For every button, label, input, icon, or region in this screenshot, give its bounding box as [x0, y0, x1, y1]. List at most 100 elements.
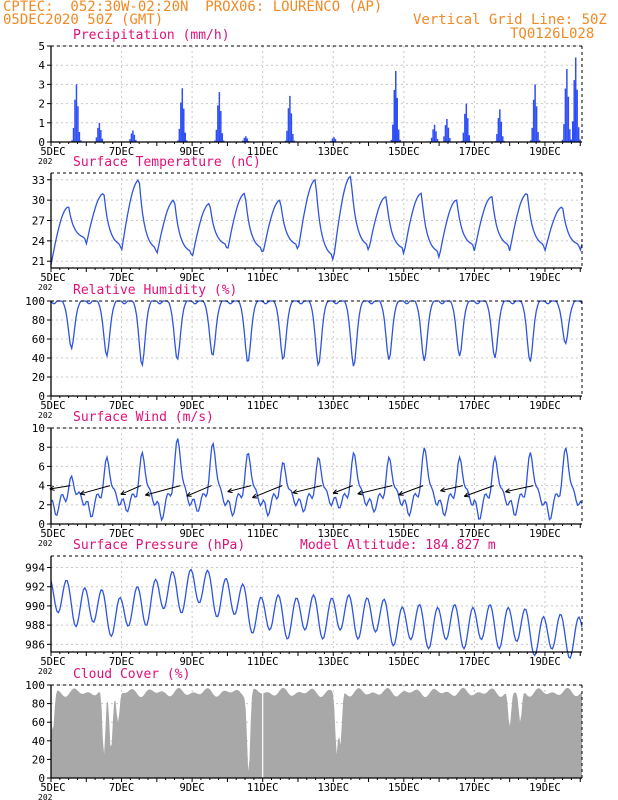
wind-vector [505, 485, 534, 493]
wind-vector [186, 485, 212, 497]
precip-bar [579, 139, 581, 142]
precip-bar [399, 139, 401, 142]
wind-arrowhead [505, 488, 511, 494]
wind-vector [357, 485, 393, 495]
precip-bar [433, 124, 436, 142]
x-tick-label: 5DEC [40, 400, 65, 412]
y-tick-label: 60 [32, 716, 45, 729]
precip-bar [78, 131, 81, 142]
y-tick-label: 100 [25, 295, 45, 308]
precip-bar [286, 130, 288, 142]
y-tick-label: 986 [25, 638, 45, 651]
cloud-cover-area [51, 687, 582, 778]
header-run-time: 05DEC2020 50Z (GMT) [3, 12, 164, 28]
x-tick-label: 19DEC [529, 400, 561, 412]
x-tick-label: 13DEC [317, 528, 349, 540]
precip-bar [95, 137, 98, 142]
x-tick-label: 13DEC [317, 782, 349, 794]
precip-bar [572, 121, 574, 142]
x-tick-label: 15DEC [388, 782, 420, 794]
x-tick-label: 5DEC [40, 272, 65, 284]
precip-bar [576, 89, 578, 142]
precip-bar [290, 113, 293, 142]
precip-bar [563, 124, 565, 142]
x-tick-label: 11DEC [247, 528, 279, 540]
model-altitude-label: Model Altitude: 184.827 m [300, 538, 496, 553]
precip-bar [532, 99, 535, 142]
precip-bar [246, 138, 249, 142]
x-tick-label: 5DEC [40, 782, 65, 794]
precip-bar [178, 128, 181, 142]
x-tick-label: 15DEC [388, 272, 420, 284]
panel-surface-pressure: 986 988 990 992 994 5DEC 7DEC 9DEC 11DEC 13DEC 15D… [25, 538, 583, 676]
precip-bar [220, 111, 222, 142]
wind-arrowhead [398, 490, 404, 496]
precip-bar [430, 137, 433, 142]
wind-vector [252, 485, 283, 499]
precip-bar [292, 133, 294, 142]
x-tick-label: 9DEC [179, 146, 204, 158]
y-tick-label: 6 [38, 460, 45, 473]
x-tick-label: 17DEC [459, 400, 491, 412]
precip-bar [289, 95, 291, 142]
precip-bar [566, 69, 568, 142]
y-tick-label: 80 [32, 698, 45, 711]
precip-bar [223, 140, 225, 142]
precip-bar [217, 105, 219, 142]
precip-bar [499, 109, 501, 142]
panel-relative-humidity: 0 20 40 60 80 100 5DEC 7DEC 9DEC 11DEC 13DEC 15DEC 1… [25, 283, 583, 420]
x-tick-label: 13DEC [317, 400, 349, 412]
wind-vector [464, 485, 494, 497]
precip-bar [284, 140, 287, 142]
y-tick-label: 0 [38, 390, 45, 403]
y-tick-label: 992 [25, 581, 45, 594]
relative-humidity-line [50, 300, 583, 368]
precip-bar [214, 140, 216, 142]
x-tick-label: 17DEC [459, 782, 491, 794]
wind-arrowhead [79, 490, 86, 496]
y-tick-label: 4 [38, 480, 45, 493]
precip-bar [242, 140, 244, 142]
precip-bar [567, 96, 570, 142]
x-tick-label: 7DEC [109, 146, 134, 158]
precip-bar [449, 137, 451, 142]
x-tick-label: 13DEC [317, 272, 349, 284]
precip-bar [75, 84, 78, 142]
x-tick-label: 7DEC [109, 528, 134, 540]
x-tick-label: 11DEC [247, 146, 279, 158]
y-tick-label: 20 [32, 371, 45, 384]
precip-bar [468, 135, 471, 142]
precip-bar [396, 97, 398, 142]
surface-pressure-title: Surface Pressure (hPa) [73, 538, 245, 553]
wind-arrowhead [440, 487, 446, 493]
precip-bar [534, 84, 536, 142]
x-year-stub: 202 [38, 411, 53, 420]
x-tick-label: 5DEC [40, 146, 65, 158]
precip-bar [432, 129, 434, 142]
y-tick-label: 40 [32, 735, 45, 748]
precip-bar [500, 121, 503, 142]
precip-bar [183, 108, 185, 142]
precip-bar [98, 122, 101, 142]
precip-bar [101, 138, 104, 142]
x-tick-label: 13DEC [317, 146, 349, 158]
surface-wind-line [50, 438, 583, 522]
precip-bar [393, 89, 396, 142]
x-tick-label: 19DEC [529, 656, 561, 668]
x-tick-label: 9DEC [179, 528, 204, 540]
y-tick-label: 100 [25, 679, 45, 692]
precip-bar [243, 137, 246, 142]
precip-bar [397, 129, 400, 142]
precip-bar [185, 140, 188, 142]
x-year-stub: 202 [38, 283, 53, 292]
wind-vector [145, 485, 181, 496]
precip-bar [293, 140, 296, 142]
precip-bar [577, 127, 580, 142]
x-tick-label: 9DEC [179, 400, 204, 412]
precip-bar [135, 139, 137, 142]
wind-arrowhead [145, 491, 151, 497]
y-tick-label: 5 [38, 40, 45, 53]
precip-bar [444, 125, 447, 142]
precip-bar [177, 140, 179, 142]
x-tick-label: 19DEC [529, 146, 561, 158]
